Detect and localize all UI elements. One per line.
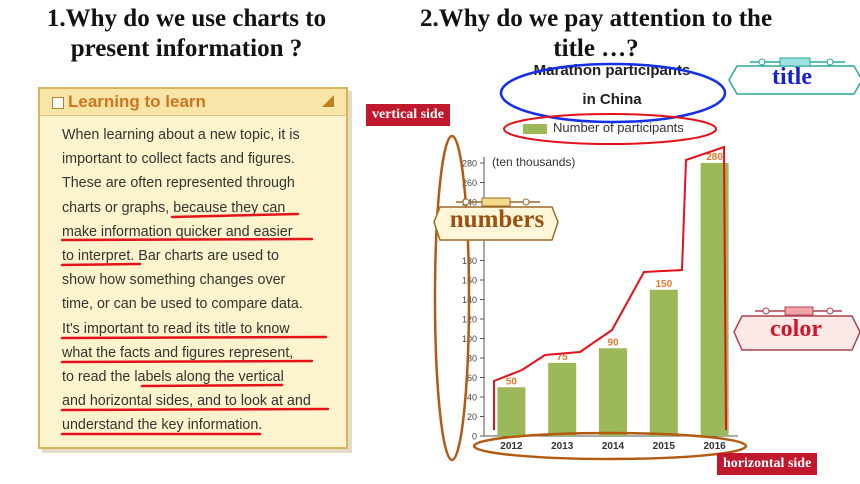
bar-value-label: 90 [607, 337, 619, 348]
y-axis-title: (ten thousands) [492, 155, 576, 169]
color-annotation-text: color [770, 316, 822, 342]
legend-highlight-oval [503, 113, 717, 145]
question-1-heading: 1.Why do we use charts to present inform… [14, 4, 359, 64]
bar-value-label: 75 [557, 352, 569, 363]
horizontal-side-tag: horizontal side [717, 453, 818, 475]
card-line: make information quicker and easier [62, 223, 293, 240]
title-highlight-oval [499, 62, 727, 124]
card-header: Learning to learn [40, 89, 346, 116]
y-tick-label: 20 [467, 412, 477, 422]
corner-triangle-icon [322, 95, 334, 107]
underline [60, 335, 328, 340]
x-tick-label: 2015 [653, 441, 676, 452]
card-line: important to collect facts and figures. [62, 151, 295, 168]
horizontal-axis-oval [472, 431, 748, 461]
y-tick-label: 260 [462, 178, 477, 188]
y-tick-label: 80 [467, 354, 477, 364]
legend-swatch [523, 124, 547, 134]
underline [140, 383, 284, 388]
vertical-side-tag: vertical side [366, 104, 450, 126]
card-line: These are often represented through [62, 175, 295, 192]
y-tick-label: 0 [472, 432, 477, 442]
vertical-axis-oval [433, 134, 471, 462]
underline [60, 237, 314, 242]
y-tick-label: 40 [467, 393, 477, 403]
card-line: charts or graphs, because they can [62, 199, 286, 216]
x-tick-label: 2016 [703, 441, 726, 452]
x-tick-label: 2014 [602, 441, 625, 452]
checkbox-icon [52, 97, 64, 109]
card-line: understand the key information. [62, 417, 263, 434]
question-2-line-2: title …? [553, 35, 639, 62]
numbers-annotation-text: numbers [449, 206, 545, 233]
trend-outline [493, 145, 727, 431]
bar-value-label: 150 [655, 279, 672, 290]
card-line: It's important to read its title to know [62, 320, 290, 337]
card-line: to interpret. Bar charts are used to [62, 248, 279, 265]
y-tick-label: 60 [467, 373, 477, 383]
card-line: and horizontal sides, and to look at and [62, 393, 311, 410]
x-tick-label: 2013 [551, 441, 574, 452]
question-1-line-1: 1.Why do we use charts to [46, 5, 327, 32]
bar [599, 348, 627, 436]
bar [497, 387, 526, 436]
title-scroll-label [728, 57, 860, 95]
card-title: Learning to learn [68, 92, 206, 111]
card-line: what the facts and figures represent, [62, 344, 294, 361]
numbers-scroll-label [433, 197, 559, 241]
question-1-line-2: present information ? [70, 35, 303, 62]
y-tick-label: 280 [462, 159, 477, 169]
chart-title-line-2: in China [582, 91, 642, 108]
x-tick-label: 2012 [500, 441, 523, 452]
card-line: When learning about a new topic, it is [62, 127, 300, 143]
underline [170, 212, 300, 219]
underline [60, 359, 314, 364]
title-annotation-text: title [772, 64, 812, 90]
underline [60, 407, 330, 412]
bar [649, 289, 678, 436]
card-line: show how something changes over [62, 272, 286, 289]
legend-label: Number of participants [553, 120, 684, 135]
bar-value-label: 50 [506, 376, 518, 387]
learning-to-learn-card: Learning to learn When learning about a … [38, 87, 348, 449]
color-scroll-label [733, 306, 860, 351]
bar [548, 362, 577, 436]
card-body: When learning about a new topic, it is i… [62, 123, 337, 438]
bar-value-label: 280 [706, 152, 723, 163]
card-line: to read the labels along the vertical [62, 369, 284, 386]
underline [60, 262, 142, 267]
card-line: time, or can be used to compare data. [62, 296, 303, 313]
question-2-line-1: 2.Why do we pay attention to the [419, 5, 773, 32]
question-2-heading: 2.Why do we pay attention to the title …… [376, 4, 816, 64]
